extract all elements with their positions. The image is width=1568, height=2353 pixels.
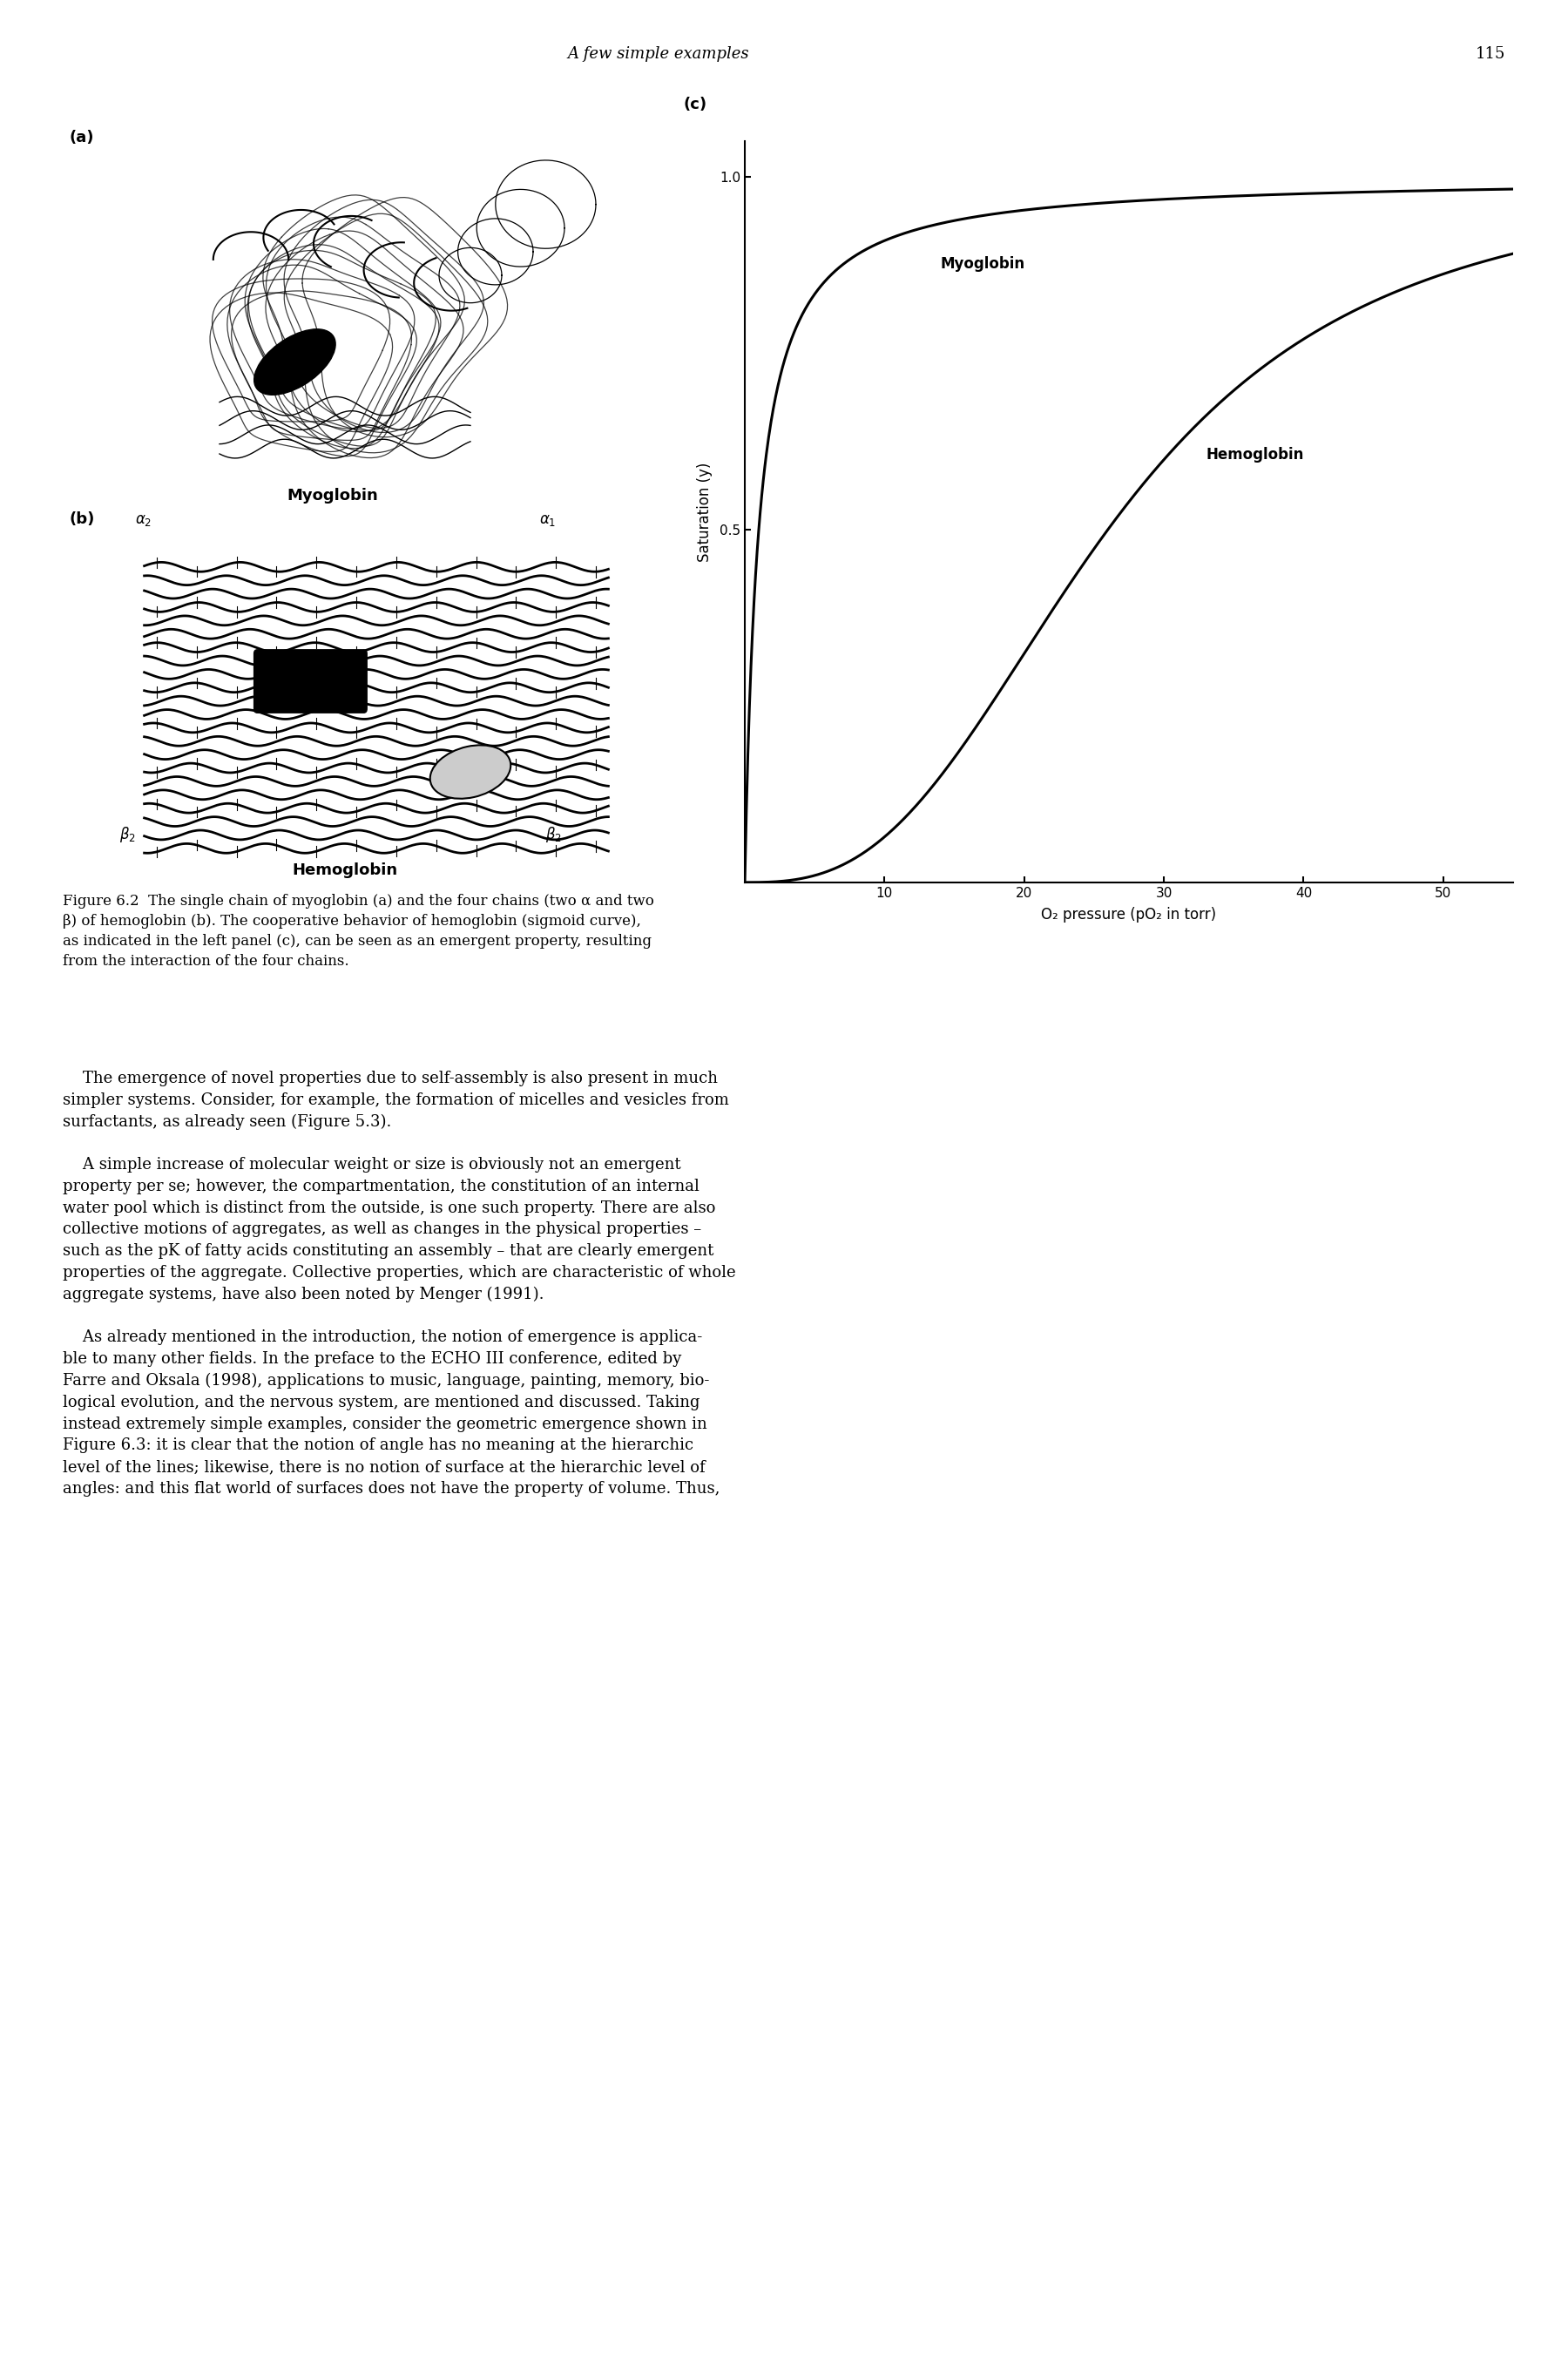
Text: A few simple examples: A few simple examples	[568, 47, 750, 61]
Text: (a): (a)	[69, 129, 94, 146]
Ellipse shape	[254, 329, 336, 395]
Text: Myoglobin: Myoglobin	[941, 256, 1025, 271]
FancyBboxPatch shape	[254, 649, 367, 713]
X-axis label: O₂ pressure (pO₂ in torr): O₂ pressure (pO₂ in torr)	[1041, 906, 1217, 922]
Text: $\beta_2$: $\beta_2$	[546, 826, 561, 845]
Text: Hemoglobin: Hemoglobin	[292, 864, 398, 878]
Text: $\beta_2$: $\beta_2$	[119, 826, 135, 845]
Text: (c): (c)	[684, 96, 707, 113]
Y-axis label: Saturation (y): Saturation (y)	[696, 461, 712, 562]
Ellipse shape	[430, 746, 511, 798]
Text: $\alpha_1$: $\alpha_1$	[539, 513, 557, 527]
Text: (b): (b)	[69, 513, 94, 527]
Text: Figure 6.2  The single chain of myoglobin (a) and the four chains (two α and two: Figure 6.2 The single chain of myoglobin…	[63, 894, 654, 969]
Text: Hemoglobin: Hemoglobin	[1206, 447, 1303, 461]
Text: Myoglobin: Myoglobin	[287, 487, 378, 504]
Text: $\alpha_2$: $\alpha_2$	[135, 513, 152, 527]
Text: The emergence of novel properties due to self-assembly is also present in much
s: The emergence of novel properties due to…	[63, 1071, 735, 1497]
Text: 115: 115	[1475, 47, 1505, 61]
